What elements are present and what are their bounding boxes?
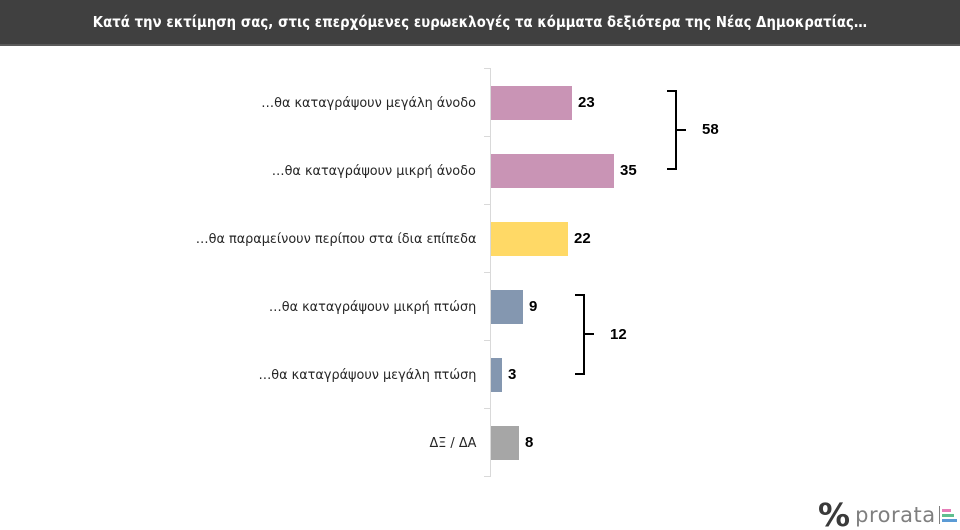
prorata-logo: % prorata <box>818 496 960 530</box>
axis-tick <box>484 136 490 137</box>
logo-text: prorata <box>855 503 936 527</box>
bar <box>491 222 568 256</box>
value-label: 8 <box>525 434 534 451</box>
axis-tick <box>484 68 490 69</box>
bar-row-small-rise: …θα καταγράψουν μικρή άνοδο 35 <box>0 154 960 188</box>
bar-row-same-level: …θα παραμείνουν περίπου στα ίδια επίπεδα… <box>0 222 960 256</box>
bracket-increase <box>667 90 677 170</box>
axis-tick <box>484 476 490 477</box>
bar-row-small-drop: …θα καταγράψουν μικρή πτώση 9 <box>0 290 960 324</box>
value-label: 22 <box>574 230 591 247</box>
value-label: 23 <box>578 94 595 111</box>
bracket-increase-total: 58 <box>702 121 719 138</box>
bar <box>491 426 519 460</box>
chart-title: Κατά την εκτίμηση σας, στις επερχόμενες … <box>92 13 868 31</box>
axis-tick <box>484 204 490 205</box>
category-label: …θα καταγράψουν μεγάλη πτώση <box>258 367 476 383</box>
bar-row-big-rise: …θα καταγράψουν μεγάλη άνοδο 23 <box>0 86 960 120</box>
axis-tick <box>484 408 490 409</box>
category-axis <box>490 68 491 477</box>
header-bar: Κατά την εκτίμηση σας, στις επερχόμενες … <box>0 0 960 46</box>
bar <box>491 290 523 324</box>
percent-icon: % <box>818 496 851 530</box>
axis-tick <box>484 272 490 273</box>
category-label: …θα καταγράψουν μικρή πτώση <box>268 299 476 315</box>
category-label: …θα παραμείνουν περίπου στα ίδια επίπεδα <box>195 231 476 247</box>
bracket-decrease-tick <box>585 333 594 335</box>
value-label: 35 <box>620 162 637 179</box>
bracket-decrease <box>575 294 585 375</box>
bar <box>491 358 502 392</box>
bar-row-big-drop: …θα καταγράψουν μεγάλη πτώση 3 <box>0 358 960 392</box>
bars-logo-icon <box>938 506 960 524</box>
bar-row-dk-na: ΔΞ / ΔΑ 8 <box>0 426 960 460</box>
category-label: …θα καταγράψουν μεγάλη άνοδο <box>261 95 476 111</box>
bar <box>491 86 572 120</box>
value-label: 3 <box>508 366 517 383</box>
bracket-decrease-total: 12 <box>610 326 627 343</box>
bar <box>491 154 614 188</box>
bracket-increase-tick <box>677 129 686 131</box>
value-label: 9 <box>529 298 538 315</box>
axis-tick <box>484 340 490 341</box>
category-label: …θα καταγράψουν μικρή άνοδο <box>271 163 476 179</box>
category-label: ΔΞ / ΔΑ <box>429 435 476 451</box>
